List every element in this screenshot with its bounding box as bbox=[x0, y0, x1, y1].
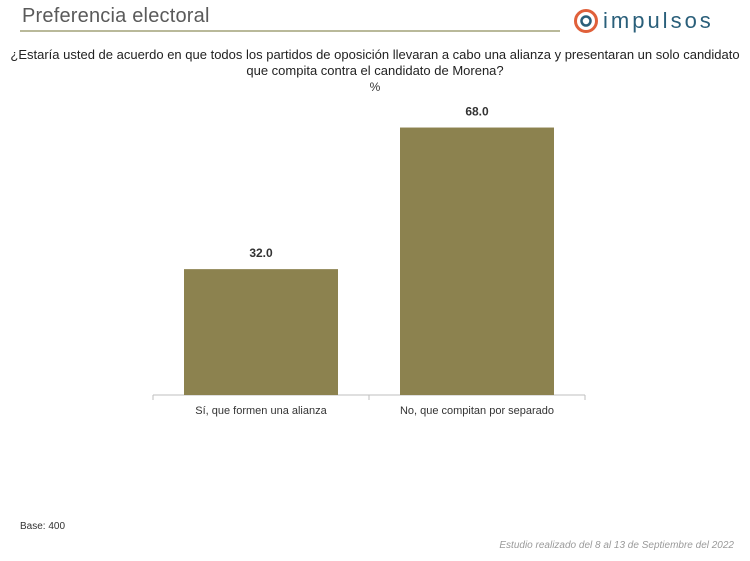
category-label-0: Sí, que formen una alianza bbox=[195, 405, 327, 417]
sample-base: Base: 400 bbox=[20, 521, 66, 532]
bar-1 bbox=[400, 127, 554, 396]
data-label-1: 68.0 bbox=[465, 105, 489, 119]
study-note: Estudio realizado del 8 al 13 de Septiem… bbox=[499, 540, 734, 551]
unit-label: % bbox=[369, 80, 381, 94]
bar-0 bbox=[184, 269, 338, 395]
chart-question: ¿Estaría usted de acuerdo en que todos l… bbox=[10, 47, 740, 78]
logo: impulsos bbox=[573, 6, 714, 36]
data-label-0: 32.0 bbox=[249, 246, 273, 260]
header-divider bbox=[20, 30, 560, 32]
impulsos-logo-icon bbox=[574, 9, 598, 33]
logo-text: impulsos bbox=[603, 8, 714, 33]
page-title: Preferencia electoral bbox=[22, 5, 210, 27]
category-label-1: No, que compitan por separado bbox=[400, 405, 554, 417]
